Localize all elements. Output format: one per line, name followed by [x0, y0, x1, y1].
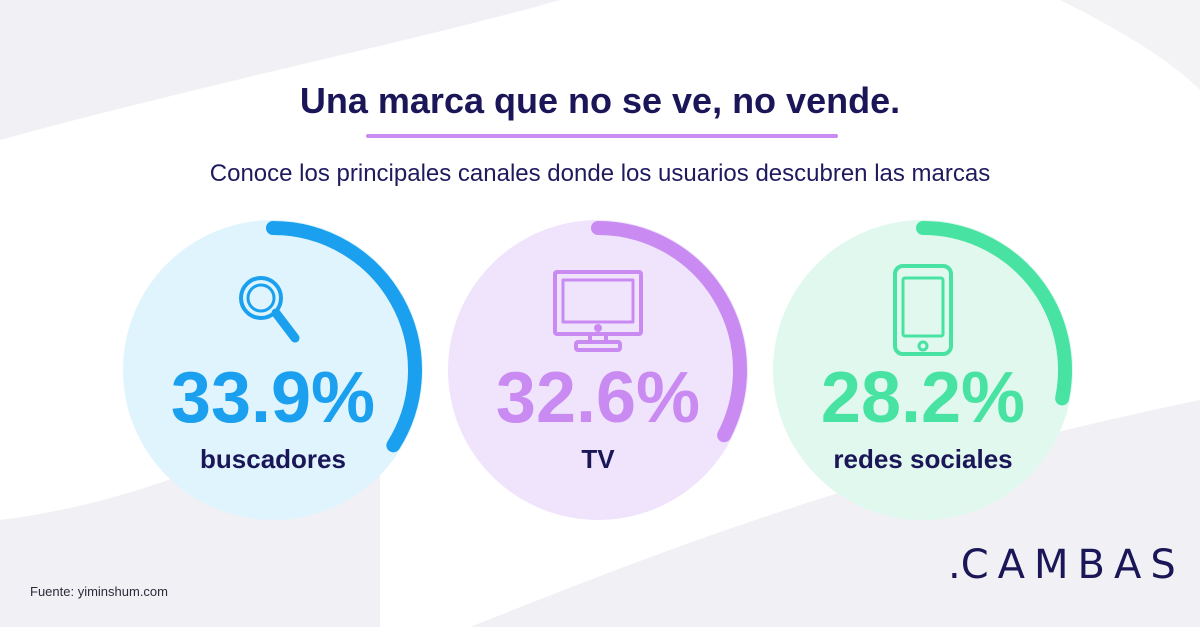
brand-name: CAMBAS — [960, 542, 1185, 588]
stat-label: buscadores — [200, 444, 346, 474]
stat-circle-3: 28.2% redes sociales — [773, 220, 1073, 520]
stat-progress-arc — [266, 221, 422, 453]
stat-value: 33.9% — [171, 358, 375, 438]
stat-value: 28.2% — [821, 358, 1025, 438]
title-underline — [366, 134, 838, 138]
brand-dot: . — [948, 542, 961, 588]
stat-circle-2: 32.6% TV — [448, 220, 748, 520]
brand-logo: .CAMBAS — [948, 542, 1185, 588]
stat-label: redes sociales — [833, 444, 1012, 474]
source-note: Fuente: yiminshum.com — [30, 584, 168, 599]
stat-circle-bg — [773, 220, 1073, 520]
page-subtitle: Conoce los principales canales donde los… — [209, 160, 991, 187]
stat-circle-bg — [448, 220, 748, 520]
tv-icon — [553, 270, 643, 352]
stat-circle-1: 33.9% buscadores — [123, 220, 423, 520]
stat-progress-arc — [591, 221, 747, 443]
page-title: Una marca que no se ve, no vende. — [299, 80, 901, 121]
stat-label: TV — [581, 444, 615, 474]
stat-value: 32.6% — [496, 358, 700, 438]
magnifier-icon — [239, 276, 300, 343]
stat-progress-arc — [916, 221, 1072, 406]
stat-circle-bg — [123, 220, 423, 520]
smartphone-icon — [893, 264, 953, 356]
